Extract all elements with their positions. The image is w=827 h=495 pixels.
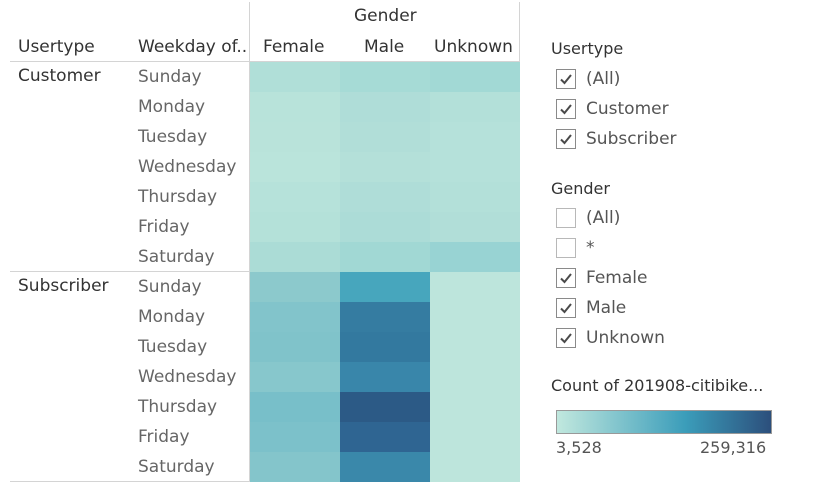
heatmap-cell-subscriber-wednesday-male[interactable]	[340, 362, 430, 392]
header-left-border	[249, 2, 250, 482]
heatmap-cell-customer-wednesday-male[interactable]	[340, 152, 430, 182]
heatmap-cell-subscriber-wednesday-female[interactable]	[250, 362, 340, 392]
usertype-label-customer[interactable]: Customer	[18, 66, 101, 86]
heatmap-cell-subscriber-friday-unknown[interactable]	[430, 422, 520, 452]
weekday-label-sunday[interactable]: Sunday	[138, 67, 202, 87]
heatmap-cell-customer-thursday-unknown[interactable]	[430, 182, 520, 212]
heatmap-cell-customer-monday-male[interactable]	[340, 92, 430, 122]
heatmap-cell-customer-thursday-female[interactable]	[250, 182, 340, 212]
weekday-label-monday[interactable]: Monday	[138, 97, 206, 117]
checkbox-checked-icon[interactable]	[556, 298, 576, 318]
weekday-row-header[interactable]: Weekday of..	[138, 37, 248, 57]
checkbox-checked-icon[interactable]	[556, 99, 576, 119]
heatmap-cell-customer-friday-unknown[interactable]	[430, 212, 520, 242]
gender-filter-option-label: Male	[586, 298, 627, 318]
checkbox-unchecked-icon[interactable]	[556, 238, 576, 258]
weekday-label-tuesday[interactable]: Tuesday	[138, 127, 208, 147]
heatmap-cell-customer-sunday-male[interactable]	[340, 62, 430, 92]
heatmap-cell-customer-thursday-male[interactable]	[340, 182, 430, 212]
gender-filter-option-male[interactable]: Male	[556, 296, 626, 320]
usertype-filter-option-subscriber[interactable]: Subscriber	[556, 127, 677, 151]
weekday-label-friday[interactable]: Friday	[138, 427, 190, 447]
heatmap-cell-customer-tuesday-unknown[interactable]	[430, 122, 520, 152]
heatmap-cell-subscriber-sunday-female[interactable]	[250, 272, 340, 302]
heatmap-cell-customer-sunday-unknown[interactable]	[430, 62, 520, 92]
checkbox-checked-icon[interactable]	[556, 129, 576, 149]
heatmap-cell-subscriber-sunday-unknown[interactable]	[430, 272, 520, 302]
weekday-label-saturday[interactable]: Saturday	[138, 247, 215, 267]
gender-filter-title: Gender	[551, 179, 610, 198]
usertype-filter-option-customer[interactable]: Customer	[556, 97, 669, 121]
checkbox-checked-icon[interactable]	[556, 69, 576, 89]
heatmap-cell-customer-friday-male[interactable]	[340, 212, 430, 242]
heatmap-cell-customer-friday-female[interactable]	[250, 212, 340, 242]
heatmap-cell-customer-monday-female[interactable]	[250, 92, 340, 122]
weekday-label-friday[interactable]: Friday	[138, 217, 190, 237]
weekday-label-tuesday[interactable]: Tuesday	[138, 337, 208, 357]
weekday-label-wednesday[interactable]: Wednesday	[138, 367, 237, 387]
heatmap-cell-customer-monday-unknown[interactable]	[430, 92, 520, 122]
header-bottom-border	[10, 61, 520, 62]
heatmap-cell-subscriber-monday-unknown[interactable]	[430, 302, 520, 332]
usertype-filter-option-all[interactable]: (All)	[556, 67, 620, 91]
checkbox-unchecked-icon[interactable]	[556, 208, 576, 228]
heatmap-cell-customer-tuesday-female[interactable]	[250, 122, 340, 152]
weekday-label-monday[interactable]: Monday	[138, 307, 206, 327]
heatmap-cell-subscriber-friday-female[interactable]	[250, 422, 340, 452]
heatmap-cell-subscriber-monday-male[interactable]	[340, 302, 430, 332]
weekday-label-saturday[interactable]: Saturday	[138, 457, 215, 477]
heatmap-cell-customer-saturday-male[interactable]	[340, 242, 430, 272]
gender-filter-option-label: Female	[586, 268, 648, 288]
heatmap-cell-customer-wednesday-female[interactable]	[250, 152, 340, 182]
heatmap-cell-customer-saturday-female[interactable]	[250, 242, 340, 272]
gender-filter-option-label: (All)	[586, 208, 621, 228]
heatmap-cell-subscriber-tuesday-male[interactable]	[340, 332, 430, 362]
color-legend-min-label: 3,528	[556, 438, 602, 457]
heatmap-cell-subscriber-saturday-female[interactable]	[250, 452, 340, 482]
heatmap-cell-subscriber-saturday-male[interactable]	[340, 452, 430, 482]
heatmap-cell-subscriber-thursday-male[interactable]	[340, 392, 430, 422]
gender-filter-option-star[interactable]: *	[556, 236, 595, 260]
heatmap-cell-customer-sunday-female[interactable]	[250, 62, 340, 92]
heatmap-cell-customer-tuesday-male[interactable]	[340, 122, 430, 152]
weekday-label-thursday[interactable]: Thursday	[138, 397, 218, 417]
gender-filter-option-label: Unknown	[586, 328, 665, 348]
checkbox-checked-icon[interactable]	[556, 268, 576, 288]
color-legend-max-label: 259,316	[700, 438, 767, 457]
gender-filter-option-label: *	[586, 238, 595, 258]
usertype-filter-option-label: Customer	[586, 99, 669, 119]
weekday-label-thursday[interactable]: Thursday	[138, 187, 218, 207]
column-header-male[interactable]: Male	[364, 37, 405, 57]
column-header-female[interactable]: Female	[263, 37, 325, 57]
heatmap-cell-customer-saturday-unknown[interactable]	[430, 242, 520, 272]
column-header-unknown[interactable]: Unknown	[434, 37, 513, 57]
color-legend-gradient[interactable]	[556, 410, 772, 434]
usertype-label-subscriber[interactable]: Subscriber	[18, 276, 109, 296]
header-right-border	[519, 2, 520, 62]
usertype-row-header[interactable]: Usertype	[18, 37, 95, 57]
heatmap-cell-subscriber-wednesday-unknown[interactable]	[430, 362, 520, 392]
heatmap-cell-subscriber-thursday-female[interactable]	[250, 392, 340, 422]
weekday-label-sunday[interactable]: Sunday	[138, 277, 202, 297]
gender-column-group-header: Gender	[354, 6, 417, 26]
weekday-label-wednesday[interactable]: Wednesday	[138, 157, 237, 177]
heatmap-cell-subscriber-saturday-unknown[interactable]	[430, 452, 520, 482]
gender-filter-option-all[interactable]: (All)	[556, 206, 620, 230]
heatmap-cell-subscriber-monday-female[interactable]	[250, 302, 340, 332]
color-legend-title: Count of 201908-citibike...	[551, 376, 764, 395]
heatmap-cell-subscriber-friday-male[interactable]	[340, 422, 430, 452]
gender-filter-option-unknown[interactable]: Unknown	[556, 326, 665, 350]
heatmap-cell-subscriber-tuesday-unknown[interactable]	[430, 332, 520, 362]
heatmap-cell-customer-wednesday-unknown[interactable]	[430, 152, 520, 182]
usertype-filter-option-label: (All)	[586, 69, 621, 89]
heatmap-cell-subscriber-sunday-male[interactable]	[340, 272, 430, 302]
gender-filter-option-female[interactable]: Female	[556, 266, 647, 290]
usertype-filter-option-label: Subscriber	[586, 129, 677, 149]
checkbox-checked-icon[interactable]	[556, 328, 576, 348]
heatmap-cell-subscriber-thursday-unknown[interactable]	[430, 392, 520, 422]
heatmap-cell-subscriber-tuesday-female[interactable]	[250, 332, 340, 362]
usertype-filter-title: Usertype	[551, 39, 624, 58]
